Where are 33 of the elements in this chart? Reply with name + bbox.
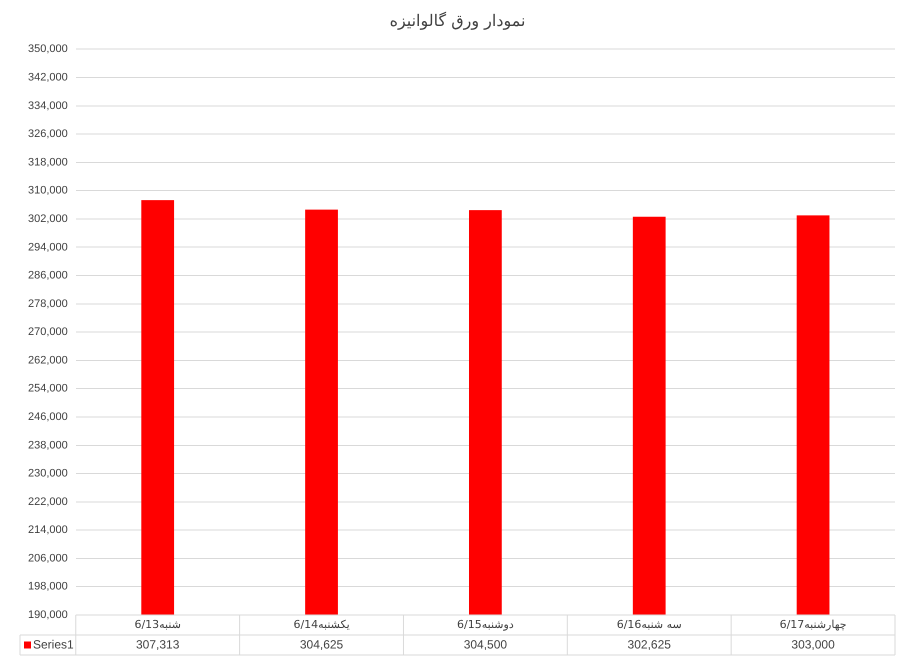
x-tick-label: یکشنبه6/14 xyxy=(293,618,350,631)
legend-label: Series1 xyxy=(33,637,74,652)
x-tick-label: دوشنبه6/15 xyxy=(457,618,514,631)
y-tick-label: 342,000 xyxy=(28,72,68,84)
y-tick-label: 238,000 xyxy=(28,439,68,452)
y-tick-label: 278,000 xyxy=(28,298,68,310)
y-tick-label: 206,000 xyxy=(28,552,68,564)
data-label: 304,500 xyxy=(464,637,508,652)
y-tick-label: 230,000 xyxy=(28,468,68,480)
chart-title: نمودار ورق گالوانیزه xyxy=(390,10,526,30)
y-tick-label: 302,000 xyxy=(28,212,68,225)
y-tick-label: 334,000 xyxy=(28,100,68,112)
y-tick-label: 198,000 xyxy=(28,580,68,593)
y-tick-label: 294,000 xyxy=(28,241,68,254)
y-tick-label: 318,000 xyxy=(28,156,68,168)
y-tick-label: 214,000 xyxy=(28,524,68,536)
y-tick-label: 222,000 xyxy=(28,496,68,508)
y-tick-label: 254,000 xyxy=(28,382,68,395)
x-tick-label: شنبه6/13 xyxy=(134,618,181,631)
y-tick-label: 286,000 xyxy=(28,270,68,282)
y-tick-label: 246,000 xyxy=(28,411,68,423)
data-label: 302,625 xyxy=(628,637,672,652)
data-label: 307,313 xyxy=(136,637,180,652)
x-tick-label: چهارشنبه6/17 xyxy=(780,618,847,631)
y-tick-label: 326,000 xyxy=(28,128,68,140)
y-tick-label: 350,000 xyxy=(28,43,68,56)
y-tick-label: 190,000 xyxy=(28,609,68,622)
x-tick-label: سه شنبه6/16 xyxy=(616,618,682,631)
data-label: 303,000 xyxy=(791,637,836,652)
y-tick-label: 310,000 xyxy=(28,184,68,197)
y-tick-label: 270,000 xyxy=(28,326,68,338)
data-label: 304,625 xyxy=(300,637,344,652)
y-tick-label: 262,000 xyxy=(28,354,68,366)
